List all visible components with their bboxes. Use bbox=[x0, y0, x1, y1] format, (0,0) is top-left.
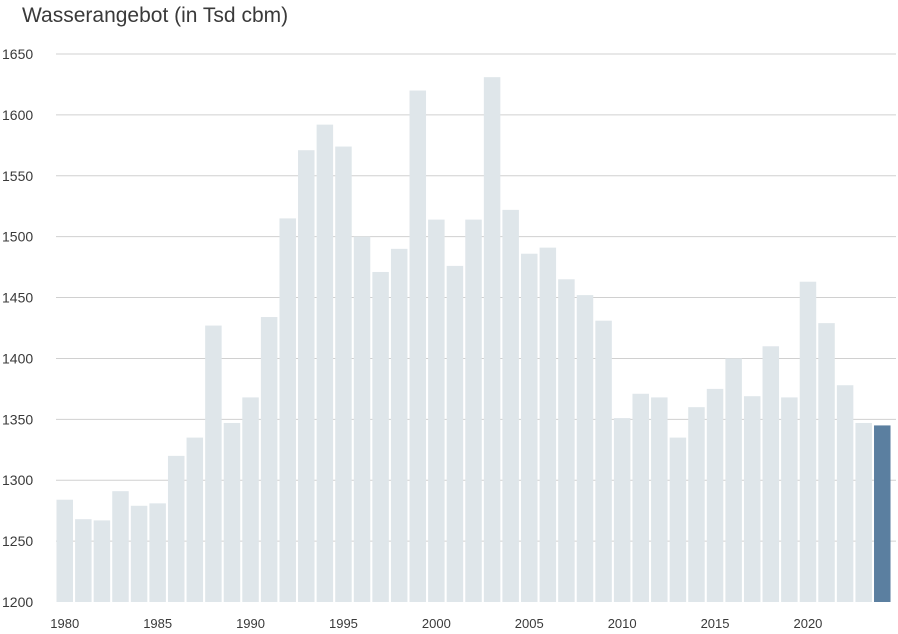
chart-title: Wasserangebot (in Tsd cbm) bbox=[22, 4, 289, 27]
bar bbox=[632, 393, 649, 602]
y-tick-label: 1450 bbox=[2, 290, 33, 306]
x-tick-label: 2020 bbox=[793, 616, 822, 631]
bar bbox=[130, 505, 148, 602]
y-tick-label: 1400 bbox=[2, 350, 33, 366]
bar bbox=[75, 519, 92, 602]
x-tick-label: 1980 bbox=[50, 616, 79, 631]
x-tick-label: 1985 bbox=[143, 616, 172, 631]
bar bbox=[353, 236, 371, 602]
bar bbox=[186, 437, 204, 602]
bar bbox=[446, 265, 464, 602]
bar bbox=[669, 437, 687, 602]
bar bbox=[279, 218, 296, 602]
bar bbox=[613, 418, 631, 602]
bar bbox=[372, 271, 389, 602]
bar bbox=[56, 499, 73, 602]
bar bbox=[93, 520, 111, 602]
bar bbox=[242, 397, 259, 602]
bar bbox=[688, 407, 705, 602]
bar bbox=[409, 90, 427, 603]
bar bbox=[428, 219, 445, 602]
y-tick-label: 1300 bbox=[2, 472, 33, 488]
bar bbox=[706, 388, 724, 602]
bar bbox=[521, 253, 538, 602]
bar bbox=[335, 146, 352, 602]
bar bbox=[725, 358, 742, 602]
bar bbox=[855, 422, 872, 602]
bar bbox=[260, 317, 278, 602]
bar bbox=[781, 397, 798, 602]
x-tick-label: 2010 bbox=[608, 616, 637, 631]
bar bbox=[762, 346, 780, 602]
bar bbox=[316, 124, 334, 603]
x-tick-label: 1990 bbox=[236, 616, 265, 631]
bar bbox=[390, 248, 408, 602]
bar bbox=[799, 281, 817, 602]
bar bbox=[205, 325, 222, 602]
bar bbox=[836, 385, 854, 602]
bar bbox=[483, 77, 501, 603]
bar bbox=[298, 150, 315, 602]
bar bbox=[112, 491, 129, 602]
bar bbox=[595, 320, 612, 602]
x-tick-label: 2015 bbox=[701, 616, 730, 631]
bar bbox=[651, 397, 668, 602]
y-tick-label: 1200 bbox=[2, 594, 33, 610]
y-tick-label: 1350 bbox=[2, 411, 33, 427]
bar bbox=[576, 295, 594, 602]
bar bbox=[223, 422, 241, 602]
bar bbox=[167, 455, 185, 602]
y-tick-label: 1250 bbox=[2, 533, 33, 549]
x-tick-label: 2000 bbox=[422, 616, 451, 631]
bar bbox=[539, 247, 557, 603]
x-tick-label: 2005 bbox=[515, 616, 544, 631]
bar bbox=[743, 396, 761, 602]
y-tick-label: 1650 bbox=[2, 46, 33, 62]
x-tick-label: 1995 bbox=[329, 616, 358, 631]
bar bbox=[502, 209, 519, 602]
y-tick-label: 1500 bbox=[2, 229, 33, 245]
y-tick-label: 1550 bbox=[2, 168, 33, 184]
y-tick-label: 1600 bbox=[2, 107, 33, 123]
bar bbox=[149, 503, 166, 602]
bar-highlight bbox=[874, 425, 891, 602]
bar bbox=[558, 279, 575, 602]
bar bbox=[818, 323, 835, 602]
bar bbox=[465, 219, 482, 602]
